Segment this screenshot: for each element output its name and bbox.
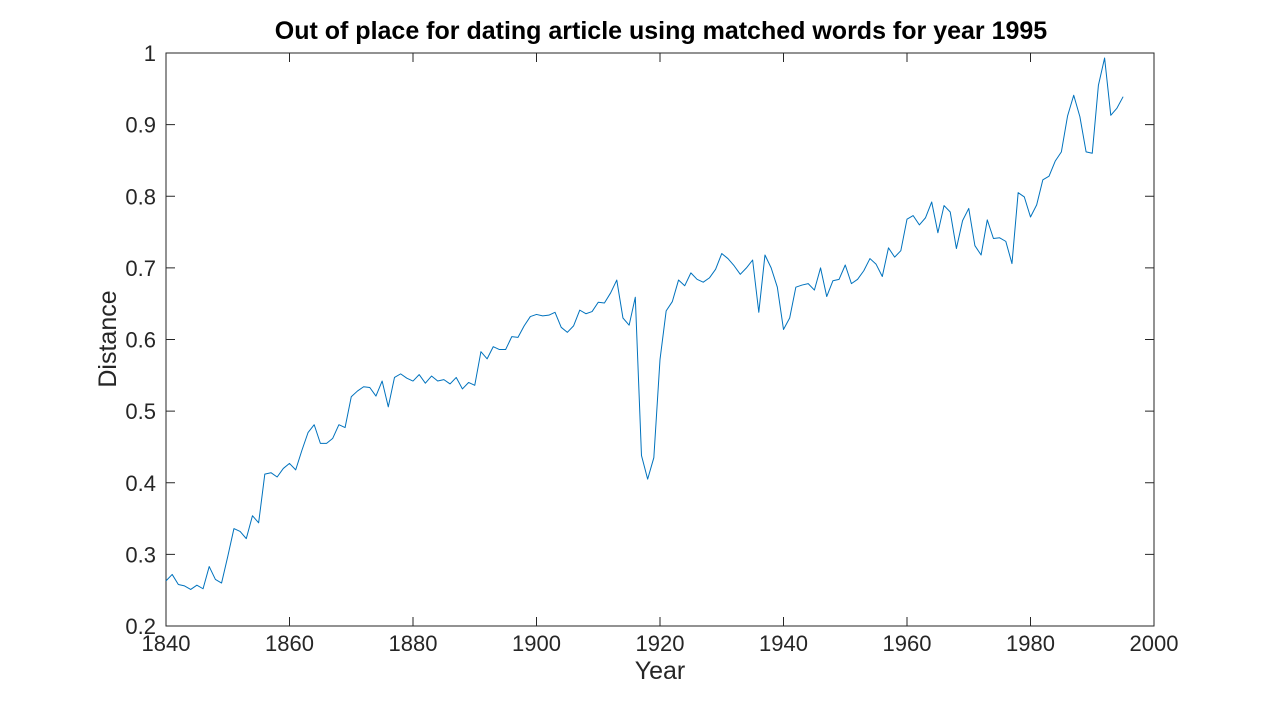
x-tick-label: 1980 [1006, 631, 1055, 656]
axis-ticks [165, 52, 1155, 627]
y-tick-label: 1 [144, 41, 156, 66]
y-tick-label: 0.9 [125, 113, 156, 138]
y-tick-label: 0.4 [125, 471, 156, 496]
y-tick-label: 0.3 [125, 542, 156, 567]
x-tick-labels: 1840 1860 1880 1900 1920 1940 1960 1980 2000 [142, 631, 1179, 656]
x-tick-label: 1940 [759, 631, 808, 656]
y-axis-label: Distance [94, 290, 122, 387]
plot-area [165, 52, 1155, 627]
x-tick-label: 1840 [142, 631, 191, 656]
x-tick-label: 2000 [1130, 631, 1179, 656]
y-tick-label: 0.7 [125, 256, 156, 281]
y-tick-label: 0.5 [125, 399, 156, 424]
y-tick-label: 0.6 [125, 328, 156, 353]
x-tick-label: 1960 [883, 631, 932, 656]
series-line [165, 57, 1124, 590]
x-tick-label: 1920 [636, 631, 685, 656]
y-tick-labels: 0.2 0.3 0.4 0.5 0.6 0.7 0.8 0.9 1 [125, 41, 156, 639]
x-axis-label: Year [635, 657, 686, 685]
x-tick-label: 1880 [389, 631, 438, 656]
series-layer [165, 57, 1124, 590]
y-tick-label: 0.2 [125, 614, 156, 639]
chart-title: Out of place for dating article using ma… [275, 17, 1048, 45]
x-tick-label: 1900 [512, 631, 561, 656]
y-tick-label: 0.8 [125, 184, 156, 209]
x-tick-label: 1860 [265, 631, 314, 656]
